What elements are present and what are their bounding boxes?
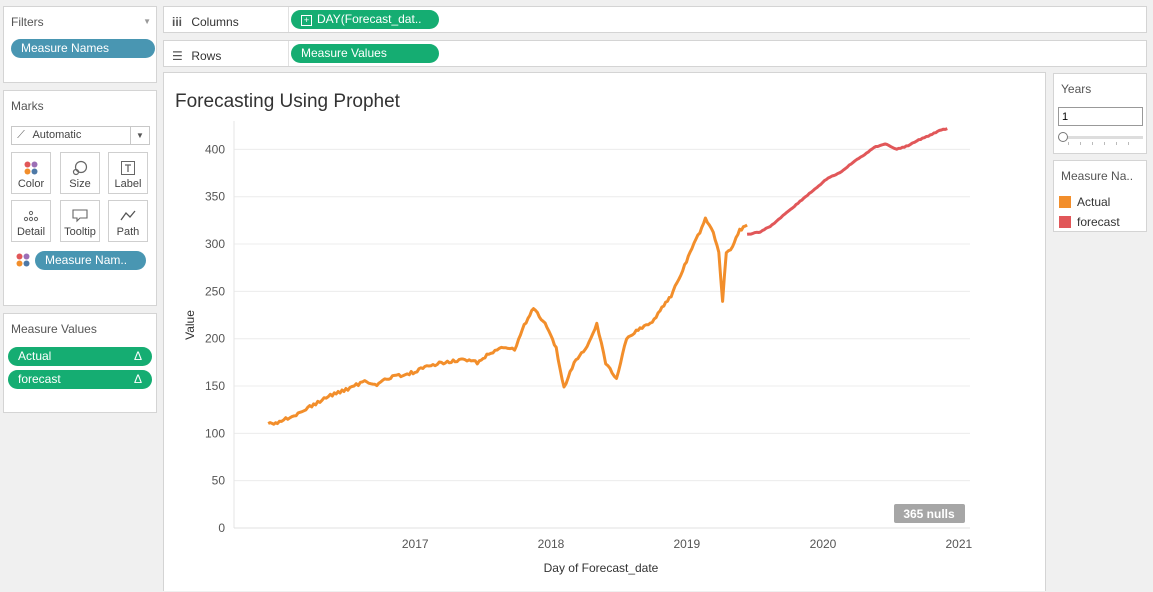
years-slider-ticks	[1068, 142, 1140, 145]
columns-shelf[interactable]: iii Columns + DAY(Forecast_dat..	[163, 6, 1147, 33]
x-tick-label: 2019	[673, 537, 700, 551]
shelf-divider	[288, 7, 289, 32]
series-line-forecast[interactable]	[746, 127, 948, 236]
measure-values-card: Measure Values Actual Δ forecast Δ	[3, 313, 157, 413]
marks-path-label: Path	[116, 226, 140, 238]
color-legend-card: Measure Na.. Actual forecast	[1053, 160, 1147, 232]
legend-label-actual: Actual	[1077, 195, 1111, 209]
marks-color-button[interactable]: Color	[11, 152, 51, 194]
chart-view[interactable]: Forecasting Using Prophet 0 50 100 150 200 25…	[163, 72, 1046, 591]
mark-type-label: Automatic	[32, 129, 82, 141]
legend-swatch-actual	[1059, 196, 1071, 208]
rows-icon: ☰	[172, 49, 183, 63]
marks-tooltip-button[interactable]: Tooltip	[60, 200, 100, 242]
x-tick-label: 2020	[810, 537, 837, 551]
grid-layer	[233, 121, 970, 529]
measure-pill-actual-label: Actual	[18, 349, 52, 363]
delta-icon: Δ	[133, 372, 142, 386]
chart-title: Forecasting Using Prophet	[175, 91, 401, 112]
years-slider-track[interactable]	[1062, 136, 1143, 139]
y-tick-label: 200	[205, 332, 225, 346]
legend-swatch-forecast	[1059, 216, 1071, 228]
y-tick-label: 0	[218, 521, 225, 535]
marks-color-pill[interactable]: Measure Nam..	[35, 251, 146, 270]
measure-pill-forecast[interactable]: forecast Δ	[8, 370, 152, 389]
delta-icon: Δ	[133, 349, 142, 363]
x-axis-label: Day of Forecast_date	[544, 561, 659, 575]
rows-shelf-label: ☰ Rows	[172, 49, 221, 63]
legend-item-forecast[interactable]: forecast	[1059, 215, 1120, 229]
marks-size-button[interactable]: Size	[60, 152, 100, 194]
y-tick-label: 150	[205, 379, 225, 393]
y-axis-label: Value	[183, 310, 197, 340]
marks-size-label: Size	[69, 178, 91, 190]
color-encoding-icon	[16, 253, 30, 272]
legend-item-actual[interactable]: Actual	[1059, 195, 1110, 209]
label-T-icon	[109, 156, 147, 178]
marks-label-label: Label	[114, 178, 142, 190]
years-filter-card: Years	[1053, 73, 1147, 154]
nulls-badge[interactable]: 365 nulls	[894, 504, 965, 523]
line-chart[interactable]: Forecasting Using Prophet 0 50 100 150 200 25…	[164, 73, 1045, 592]
rows-pill-measure-values[interactable]: Measure Values	[291, 44, 439, 63]
size-icon	[61, 156, 99, 178]
tooltip-icon	[61, 204, 99, 226]
filters-card: Filters ▼ Measure Names	[3, 6, 157, 83]
years-filter-title: Years	[1061, 82, 1092, 96]
marks-title: Marks	[11, 99, 44, 113]
filter-pill-measure-names[interactable]: Measure Names	[11, 39, 155, 58]
marks-tooltip-label: Tooltip	[64, 226, 96, 238]
tick-layer: 0 50 100 150 200 250 300 350 400 2017 2018 2019 2020…	[205, 142, 973, 551]
shelf-divider	[288, 41, 289, 66]
legend-title: Measure Na..	[1061, 169, 1134, 183]
y-tick-label: 400	[205, 142, 225, 156]
columns-pill-day-forecast-date[interactable]: + DAY(Forecast_dat..	[291, 10, 439, 29]
columns-icon: iii	[172, 15, 183, 29]
y-tick-label: 350	[205, 190, 225, 204]
chevron-down-icon: ▼	[130, 127, 149, 144]
columns-label-text: Columns	[191, 15, 239, 29]
x-tick-label: 2021	[945, 537, 972, 551]
rows-shelf[interactable]: ☰ Rows Measure Values	[163, 40, 1147, 67]
series-layer	[267, 127, 948, 426]
filters-title: Filters	[11, 15, 44, 29]
measure-values-title: Measure Values	[11, 322, 97, 336]
filters-menu-arrow[interactable]: ▼	[143, 17, 151, 26]
y-tick-label: 50	[212, 474, 226, 488]
x-tick-label: 2017	[402, 537, 429, 551]
series-line-actual[interactable]	[267, 216, 748, 426]
y-tick-label: 300	[205, 237, 225, 251]
years-slider-handle[interactable]	[1058, 132, 1068, 142]
columns-pill-label: DAY(Forecast_dat..	[317, 12, 422, 26]
mark-type-dropdown[interactable]: ⟋ Automatic ▼	[11, 126, 150, 145]
marks-detail-label: Detail	[16, 226, 46, 238]
legend-label-forecast: forecast	[1077, 215, 1120, 229]
x-tick-label: 2018	[538, 537, 565, 551]
measure-pill-forecast-label: forecast	[18, 372, 61, 386]
color-dots-icon	[12, 156, 50, 178]
marks-label-button[interactable]: Label	[108, 152, 148, 194]
y-tick-label: 100	[205, 426, 225, 440]
rows-label-text: Rows	[191, 49, 222, 63]
detail-dots-icon	[12, 204, 50, 226]
measure-pill-actual[interactable]: Actual Δ	[8, 347, 152, 366]
columns-shelf-label: iii Columns	[172, 15, 239, 29]
marks-card: Marks ⟋ Automatic ▼ Color Size Label	[3, 90, 157, 306]
marks-path-button[interactable]: Path	[108, 200, 148, 242]
path-icon	[109, 204, 147, 226]
years-input[interactable]	[1058, 107, 1143, 126]
line-mark-icon: ⟋	[17, 129, 25, 141]
plus-box-icon: +	[301, 15, 312, 26]
nulls-badge-text: 365 nulls	[903, 507, 955, 521]
marks-detail-button[interactable]: Detail	[11, 200, 51, 242]
y-tick-label: 250	[205, 284, 225, 298]
marks-color-label: Color	[17, 178, 45, 190]
